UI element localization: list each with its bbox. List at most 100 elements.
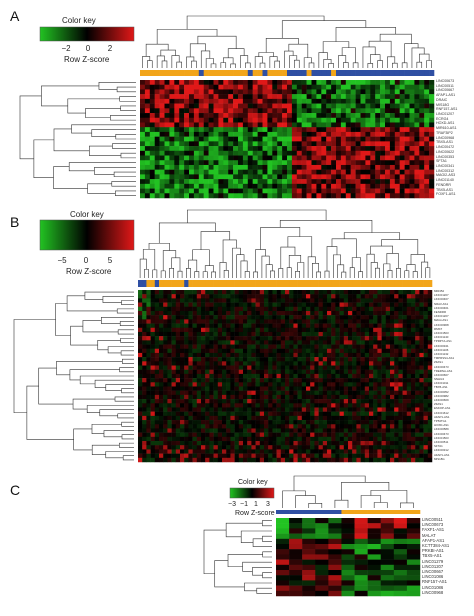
heatmap-cell: [365, 174, 371, 180]
heatmap-cell: [138, 340, 143, 345]
heatmap-cell: [345, 150, 351, 156]
heatmap-cell: [331, 331, 336, 337]
heatmap-cell: [423, 441, 429, 446]
heatmap-cell: [350, 80, 356, 85]
heatmap-cell: [394, 89, 400, 95]
heatmap-cell: [193, 98, 200, 104]
heatmap-cell: [159, 348, 164, 354]
dendrogram-branch: [260, 227, 301, 250]
dendrogram-branch: [87, 183, 116, 194]
heatmap-cell: [348, 378, 353, 383]
heatmap-cell: [259, 424, 265, 429]
heatmap-cell: [247, 136, 253, 142]
dendrogram-branch: [341, 482, 390, 501]
heatmap-cell: [310, 323, 315, 329]
heatmap-cell: [252, 117, 258, 123]
heatmap-cell: [184, 193, 190, 199]
heatmap-cell: [252, 122, 258, 128]
heatmap-cell: [285, 386, 290, 391]
group-bar-cell: [352, 280, 357, 287]
heatmap-cell: [341, 564, 355, 571]
heatmap-cell: [247, 298, 252, 303]
heatmap-cell: [196, 449, 202, 454]
heatmap-cell: [310, 336, 315, 341]
heatmap-cell: [289, 323, 294, 329]
heatmap-cell: [233, 122, 239, 128]
heatmap-cell: [402, 327, 408, 333]
heatmap-cell: [306, 315, 311, 320]
heatmap-cell: [264, 386, 269, 391]
heatmap-cell: [406, 294, 412, 299]
heatmap-cell: [213, 174, 219, 180]
heatmap-cell: [345, 146, 351, 152]
heatmap-cell: [213, 424, 219, 429]
heatmap-cell: [167, 436, 172, 442]
heatmap-cell: [193, 164, 200, 170]
heatmap-cell: [255, 357, 261, 362]
dendrogram-branch: [169, 268, 174, 278]
heatmap-cell: [385, 390, 391, 396]
heatmap-cell: [398, 361, 403, 366]
heatmap-cell: [230, 310, 235, 316]
heatmap-cell: [293, 323, 298, 329]
heatmap-cell: [289, 407, 294, 412]
heatmap-cell: [310, 315, 315, 320]
heatmap-cell: [310, 399, 315, 404]
heatmap-cell: [213, 340, 219, 345]
group-bar-cell: [203, 70, 209, 76]
heatmap-cell: [267, 160, 273, 166]
heatmap-cell: [230, 336, 235, 341]
heatmap-cell: [252, 94, 258, 100]
heatmap-cell: [297, 319, 303, 324]
heatmap-cell: [174, 169, 180, 175]
heatmap-cell: [335, 310, 340, 316]
heatmap-cell: [268, 319, 273, 324]
heatmap-cell: [201, 361, 206, 366]
heatmap-cell: [306, 113, 312, 119]
heatmap-cell: [285, 453, 290, 459]
heatmap-cell: [233, 127, 239, 133]
heatmap-cell: [427, 348, 433, 354]
heatmap-cell: [327, 340, 332, 345]
heatmap-cell: [268, 390, 273, 396]
heatmap-cell: [411, 436, 416, 442]
heatmap-cell: [222, 432, 227, 438]
heatmap-cell: [289, 403, 294, 408]
heatmap-cell: [277, 136, 283, 142]
dendrogram-branch: [111, 181, 136, 187]
heatmap-cell: [311, 169, 317, 175]
heatmap-cell: [315, 580, 329, 586]
heatmap-cell: [174, 80, 180, 85]
heatmap-cell: [380, 113, 386, 119]
heatmap-cell: [171, 365, 177, 370]
heatmap-cell: [169, 193, 175, 199]
heatmap-cell: [293, 340, 298, 345]
heatmap-cell: [375, 94, 381, 100]
heatmap-cell: [381, 302, 387, 308]
heatmap-cell: [393, 590, 408, 597]
heatmap-cell: [205, 453, 210, 459]
heatmap-cell: [208, 131, 214, 137]
heatmap-cell: [385, 323, 391, 329]
heatmap-cell: [146, 453, 151, 459]
heatmap-cell: [367, 580, 381, 586]
heatmap-cell: [314, 352, 319, 358]
heatmap-cell: [328, 554, 342, 560]
heatmap-cell: [272, 113, 278, 119]
heatmap-cell: [352, 457, 357, 463]
heatmap-cell: [154, 445, 160, 450]
heatmap-cell: [257, 122, 263, 128]
heatmap-cell: [306, 441, 311, 446]
heatmap-cell: [364, 441, 370, 446]
heatmap-cell: [280, 340, 286, 345]
heatmap-cell: [174, 113, 180, 119]
heatmap-cell: [352, 357, 357, 362]
heatmap-cell: [184, 122, 190, 128]
heatmap-cell: [341, 518, 355, 524]
heatmap-cell: [208, 169, 214, 175]
heatmap-cell: [310, 369, 315, 375]
heatmap-cell: [184, 331, 189, 337]
heatmap-cell: [242, 131, 249, 137]
heatmap-cell: [423, 386, 429, 391]
dendrogram-branch: [210, 63, 217, 68]
